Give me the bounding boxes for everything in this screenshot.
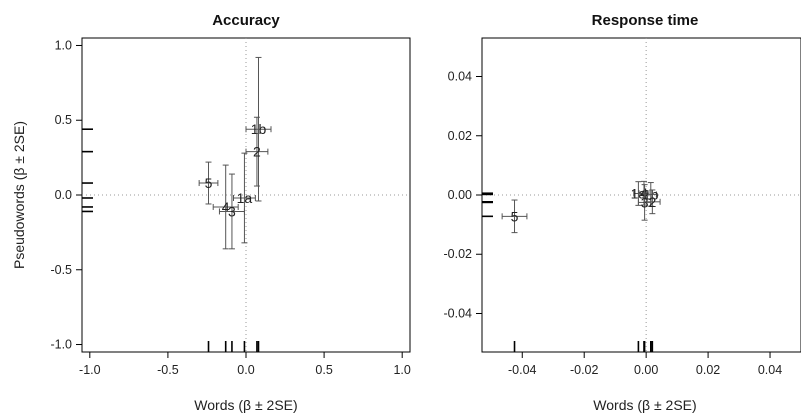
x-tick-label: 0.04 — [758, 363, 782, 377]
data-point-label: 1a — [631, 186, 647, 202]
data-point-label: 5 — [205, 175, 213, 191]
x-tick-label: -0.02 — [570, 363, 599, 377]
data-point-label: 5 — [511, 208, 519, 224]
data-point-label: 4 — [222, 199, 230, 215]
response-time-panel: Response time Words (β ± 2SE) -0.04 -0.02… — [444, 12, 801, 413]
x-tick-label: 1.0 — [393, 363, 410, 377]
response-time-title: Response time — [592, 12, 699, 29]
x-tick-label: 0.00 — [634, 363, 658, 377]
y-tick-label: 0.02 — [448, 129, 472, 143]
data-point-label: 1a — [237, 190, 253, 206]
y-tick-label: 0.0 — [55, 188, 72, 202]
data-point-label: 2 — [648, 194, 656, 210]
accuracy-title: Accuracy — [212, 12, 280, 29]
x-tick-label: 0.02 — [696, 363, 720, 377]
y-tick-label: -1.0 — [50, 338, 72, 352]
data-point-label: 3 — [228, 203, 236, 219]
data-point-label: 2 — [253, 144, 261, 160]
y-tick-label: 0.5 — [55, 113, 72, 127]
accuracy-x-axis-label: Words (β ± 2SE) — [194, 397, 297, 413]
accuracy-y-axis-label: Pseudowords (β ± 2SE) — [11, 121, 27, 269]
x-tick-label: 0.0 — [237, 363, 254, 377]
y-tick-label: 0.00 — [448, 188, 472, 202]
y-tick-label: 0.04 — [448, 70, 472, 84]
x-tick-label: -1.0 — [79, 363, 101, 377]
data-point-label: 1b — [251, 121, 267, 137]
response-time-x-axis-label: Words (β ± 2SE) — [593, 397, 696, 413]
y-tick-label: -0.02 — [444, 247, 473, 261]
x-tick-label: -0.04 — [508, 363, 537, 377]
data-point-label: 4 — [640, 185, 648, 201]
x-tick-label: 0.5 — [315, 363, 332, 377]
x-tick-label: -0.5 — [157, 363, 179, 377]
y-tick-label: 1.0 — [55, 38, 72, 52]
y-tick-label: -0.5 — [50, 263, 72, 277]
y-tick-label: -0.04 — [444, 306, 473, 320]
accuracy-panel: Accuracy Words (β ± 2SE) Pseudowords (β … — [11, 12, 411, 413]
